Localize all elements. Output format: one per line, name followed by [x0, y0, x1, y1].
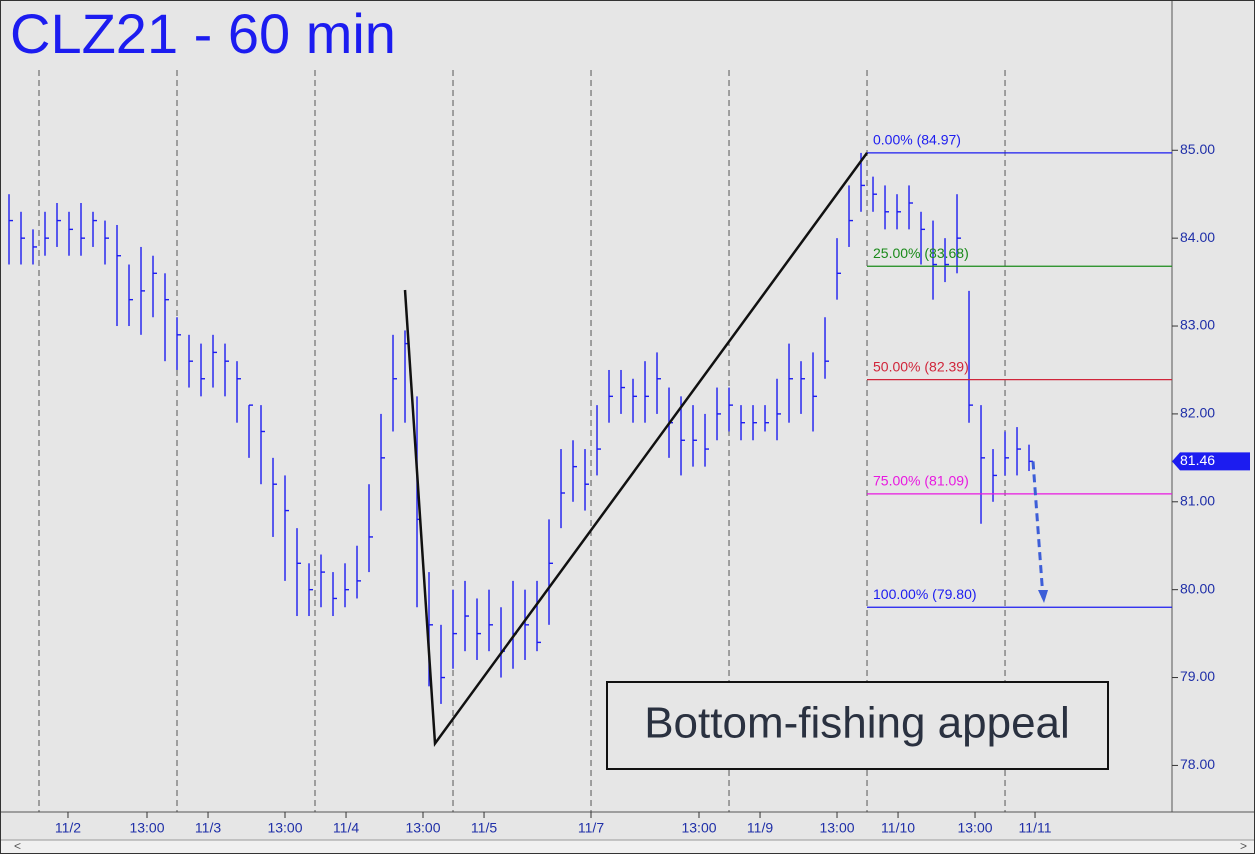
y-tick-label: 80.00 — [1180, 580, 1215, 596]
x-tick-label: 11/5 — [471, 820, 497, 836]
annotation-box — [606, 681, 1109, 770]
y-tick-label: 79.00 — [1180, 668, 1215, 684]
chart-title: CLZ21 - 60 min — [10, 2, 396, 65]
x-tick-label: 11/10 — [881, 820, 915, 836]
y-tick-label: 83.00 — [1180, 317, 1215, 333]
y-tick-label: 85.00 — [1180, 141, 1215, 157]
scroll-left[interactable]: < — [14, 839, 21, 853]
last-price-label: 81.46 — [1180, 452, 1215, 468]
x-tick-label: 11/11 — [1019, 820, 1052, 836]
projection-arrow — [1031, 461, 1045, 599]
fib-label: 100.00% (79.80) — [873, 586, 977, 602]
x-tick-label: 13:00 — [267, 820, 302, 836]
price-axis-area — [1172, 0, 1255, 812]
fib-label: 25.00% (83.68) — [873, 245, 969, 261]
scrollbar[interactable] — [0, 839, 1255, 854]
zigzag-line — [403, 152, 869, 747]
scroll-right[interactable]: > — [1240, 839, 1247, 853]
y-tick-label: 82.00 — [1180, 405, 1215, 421]
x-tick-label: 11/4 — [333, 820, 359, 836]
fib-label: 50.00% (82.39) — [873, 358, 969, 374]
x-tick-label: 13:00 — [405, 820, 440, 836]
x-tick-label: 13:00 — [129, 820, 164, 836]
y-tick-label: 78.00 — [1180, 756, 1215, 772]
x-tick-label: 11/2 — [55, 820, 81, 836]
annotation: Bottom-fishing appeal — [644, 699, 1070, 748]
fib-label: 75.00% (81.09) — [873, 473, 969, 489]
x-tick-label: 13:00 — [819, 820, 854, 836]
y-tick-label: 84.00 — [1180, 229, 1215, 245]
overlays: 0.00% (84.97) 25.00% (83.68) 50.00% (82.39… — [403, 132, 1172, 747]
y-tick-label: 81.00 — [1180, 492, 1215, 508]
x-tick-label: 11/7 — [578, 820, 604, 836]
x-tick-label: 13:00 — [681, 820, 716, 836]
last-price-tag — [1172, 452, 1250, 471]
x-tick-label: 11/9 — [747, 820, 773, 836]
fib-label: 0.00% (84.97) — [873, 132, 961, 148]
x-tick-label: 11/3 — [195, 820, 221, 836]
projection-arrowhead — [1038, 590, 1049, 603]
x-tick-label: 13:00 — [957, 820, 992, 836]
bars — [8, 152, 1034, 704]
